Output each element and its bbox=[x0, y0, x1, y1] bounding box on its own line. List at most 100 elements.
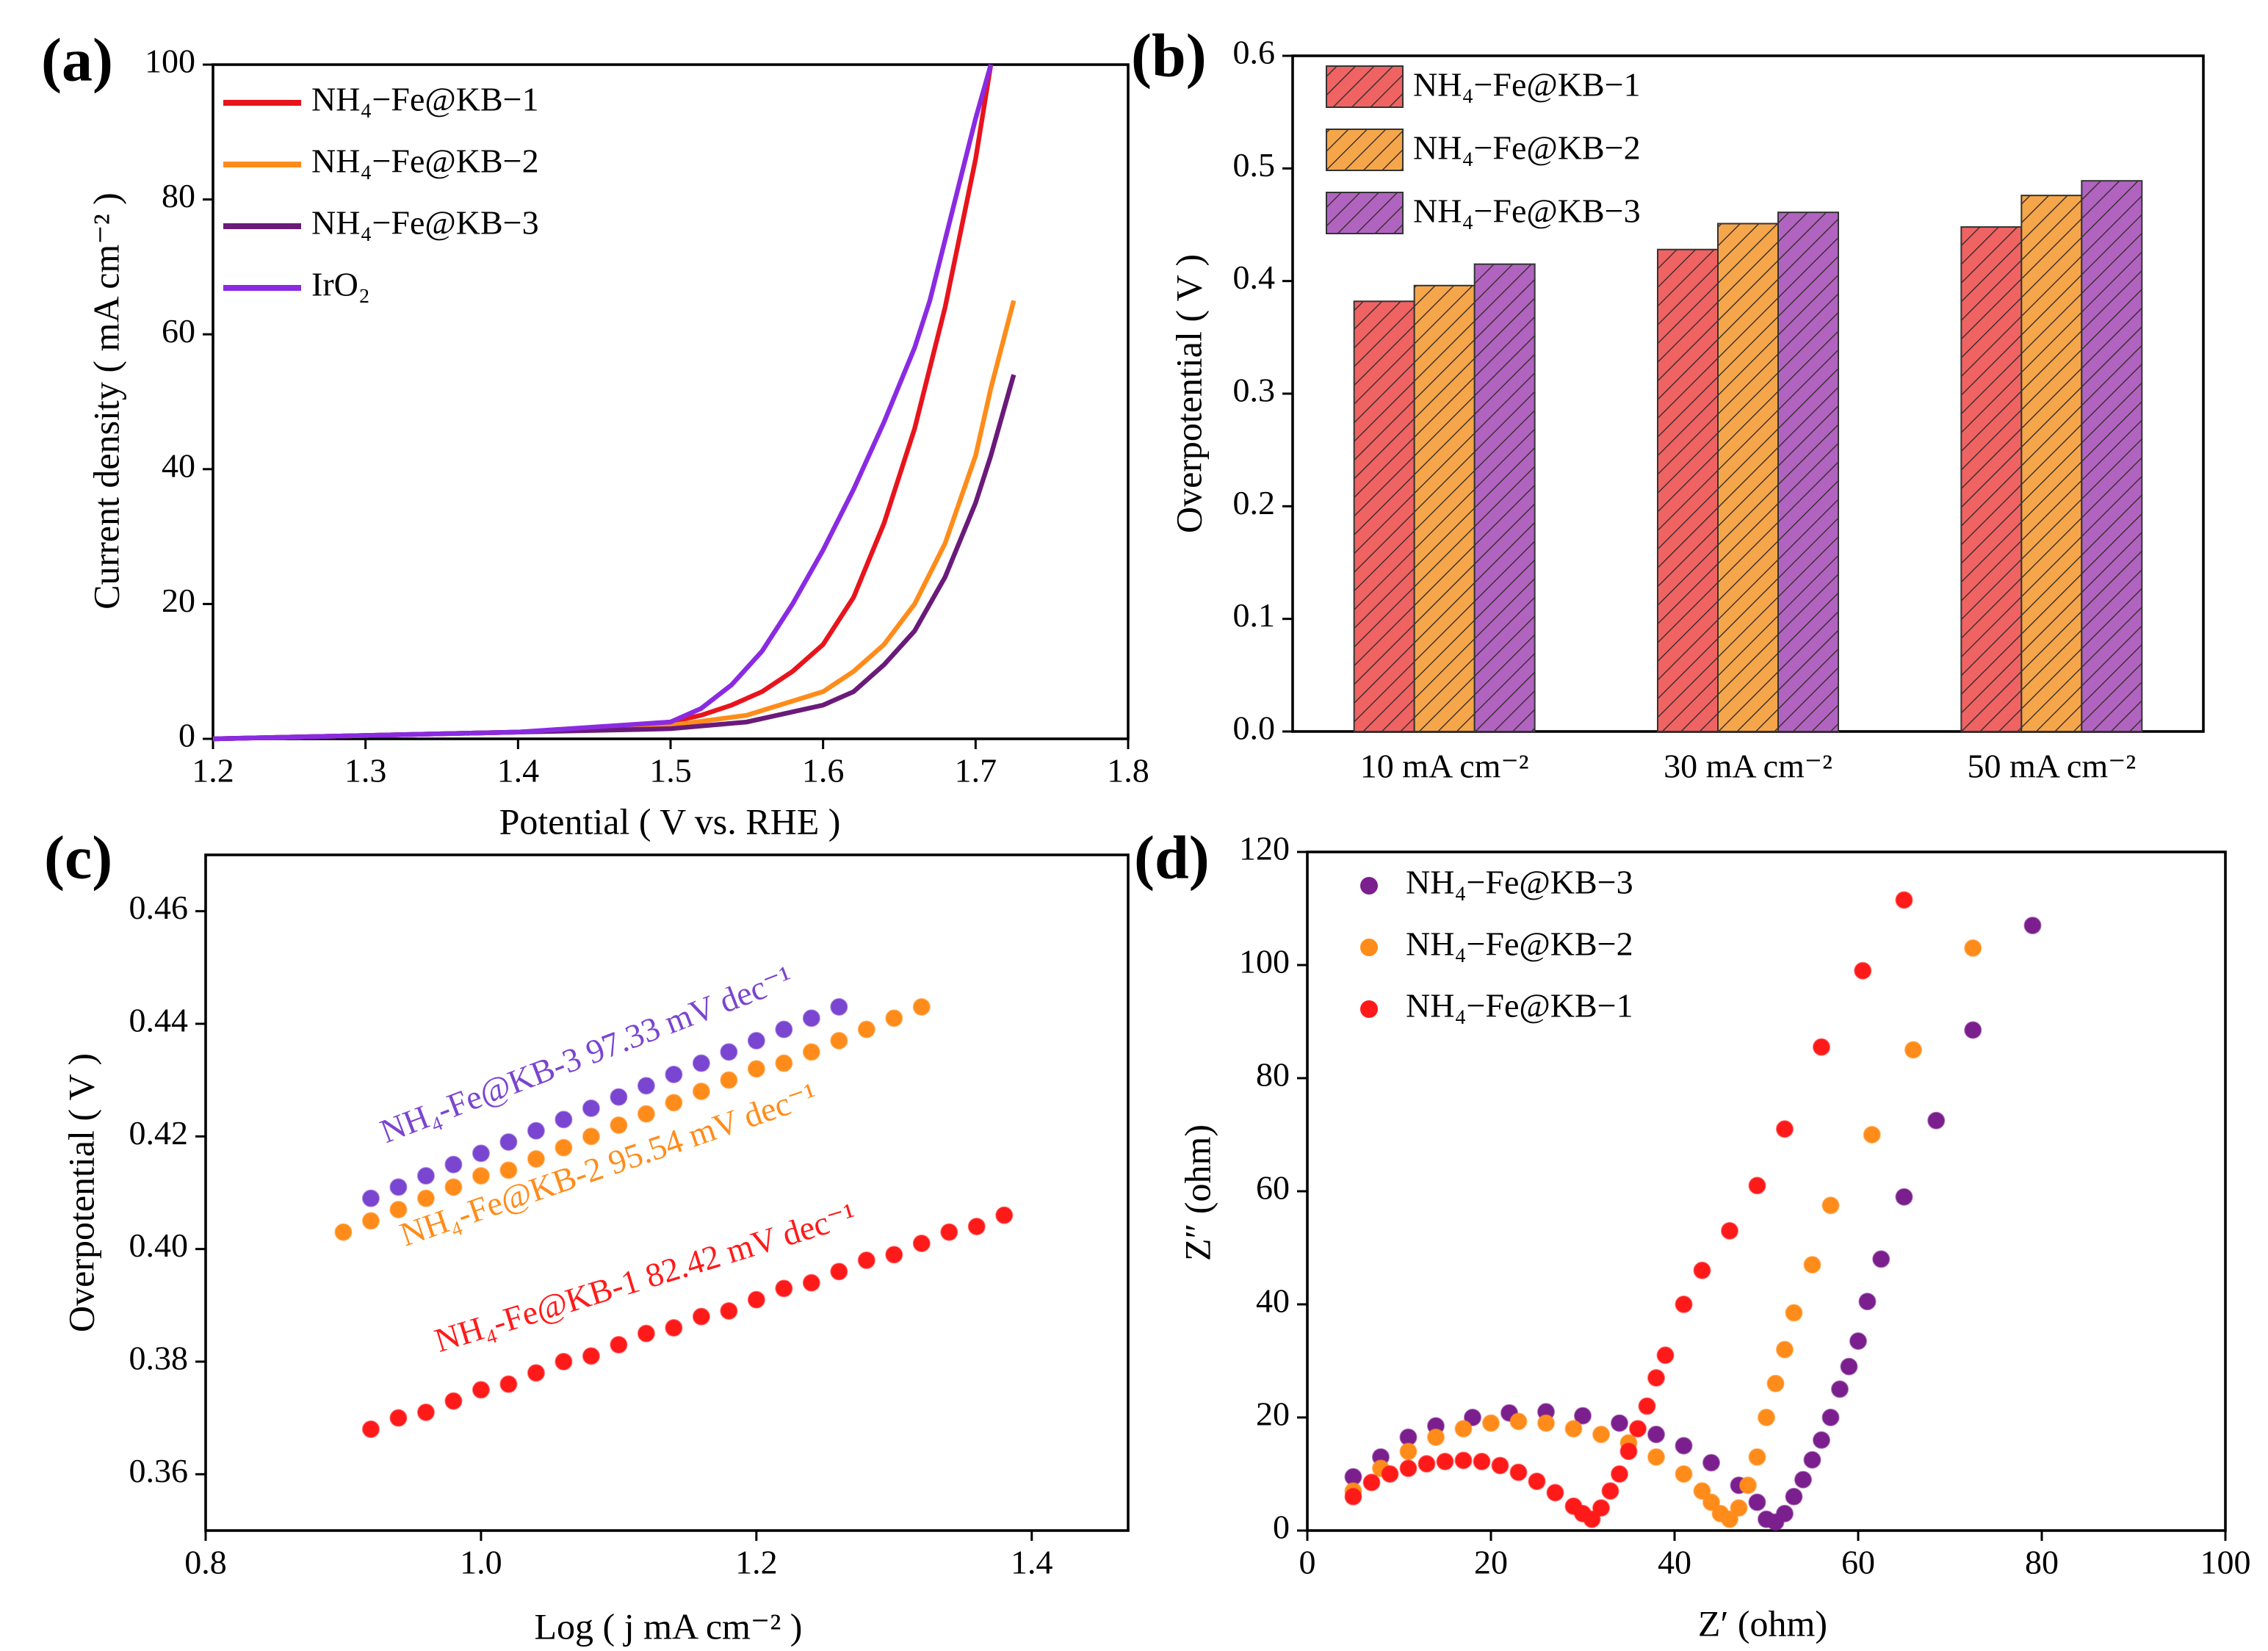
data-point bbox=[444, 1155, 463, 1174]
data-point bbox=[1813, 1038, 1830, 1056]
data-point bbox=[692, 1307, 710, 1326]
data-point bbox=[1491, 1456, 1509, 1475]
data-point bbox=[665, 1066, 683, 1083]
data-point bbox=[1399, 1459, 1418, 1478]
data-point bbox=[527, 1150, 545, 1168]
data-point bbox=[499, 1133, 518, 1151]
legend-marker bbox=[1360, 1000, 1378, 1018]
data-point bbox=[1927, 1111, 1946, 1130]
data-point bbox=[1574, 1406, 1592, 1425]
data-point bbox=[720, 1302, 738, 1320]
data-point bbox=[1647, 1369, 1665, 1387]
data-point bbox=[1858, 1293, 1877, 1311]
data-point bbox=[1509, 1463, 1528, 1481]
data-point bbox=[1675, 1437, 1693, 1455]
x-tick-label: 1.6 bbox=[802, 752, 845, 790]
y-tick-label: 0.4 bbox=[1233, 259, 1276, 296]
data-point bbox=[499, 1161, 518, 1179]
plot-frame bbox=[212, 63, 1130, 740]
data-point bbox=[555, 1110, 573, 1129]
data-point bbox=[885, 1246, 903, 1264]
data-point bbox=[1964, 939, 1982, 957]
data-point bbox=[912, 998, 931, 1016]
bar bbox=[1413, 284, 1476, 732]
data-point bbox=[830, 998, 848, 1016]
x-tick-label: 1.8 bbox=[1107, 752, 1149, 790]
data-point bbox=[582, 1127, 600, 1146]
data-point bbox=[1785, 1304, 1803, 1322]
data-point bbox=[1454, 1451, 1473, 1470]
data-point bbox=[1748, 1493, 1766, 1511]
data-point bbox=[361, 1189, 380, 1207]
data-point bbox=[582, 1347, 600, 1365]
legend-swatch bbox=[1326, 192, 1404, 234]
data-point bbox=[830, 1032, 848, 1050]
data-point bbox=[1739, 1476, 1757, 1495]
x-tick-label: 1.2 bbox=[192, 752, 234, 790]
x-tick-label: 100 bbox=[2200, 1544, 2251, 1581]
y-tick-label: 80 bbox=[1256, 1056, 1290, 1094]
y-axis-label: Overpotential ( V ) bbox=[1168, 254, 1209, 533]
data-point bbox=[555, 1353, 573, 1370]
data-point bbox=[885, 1009, 903, 1027]
data-point bbox=[1904, 1041, 1922, 1059]
line-series bbox=[212, 64, 994, 742]
data-point bbox=[1454, 1420, 1473, 1438]
data-point bbox=[1611, 1465, 1628, 1483]
bar bbox=[1353, 300, 1415, 732]
data-point bbox=[775, 1279, 793, 1298]
data-point bbox=[665, 1094, 683, 1112]
legend-swatch bbox=[1326, 129, 1404, 171]
data-point bbox=[1399, 1442, 1418, 1461]
data-point bbox=[665, 1319, 683, 1337]
data-point bbox=[389, 1178, 408, 1196]
data-point bbox=[1482, 1414, 1500, 1432]
data-point bbox=[1647, 1448, 1665, 1466]
data-point bbox=[747, 1032, 765, 1050]
y-tick-label: 20 bbox=[1256, 1395, 1290, 1433]
data-point bbox=[1964, 1021, 1982, 1039]
data-point bbox=[1776, 1120, 1794, 1138]
plot-frame bbox=[204, 853, 1130, 1532]
data-point bbox=[1537, 1414, 1555, 1432]
data-point bbox=[1849, 1332, 1867, 1351]
data-point bbox=[1748, 1177, 1766, 1195]
data-point bbox=[1872, 1250, 1890, 1268]
data-point bbox=[389, 1409, 408, 1427]
line-series bbox=[212, 300, 1016, 742]
bar bbox=[1960, 226, 2023, 733]
data-point bbox=[1629, 1420, 1647, 1438]
y-tick-label: 0 bbox=[178, 717, 195, 754]
x-tick-label: 1.4 bbox=[497, 752, 540, 790]
data-point bbox=[747, 1060, 765, 1078]
data-point bbox=[1693, 1261, 1711, 1279]
data-point bbox=[995, 1206, 1014, 1224]
line-series bbox=[212, 374, 1016, 742]
data-point bbox=[1675, 1465, 1693, 1483]
data-point bbox=[610, 1088, 628, 1106]
x-tick-label: 20 bbox=[1474, 1544, 1508, 1581]
x-tick-label: 1.7 bbox=[955, 752, 997, 790]
data-point bbox=[1647, 1426, 1665, 1444]
data-point bbox=[1821, 1409, 1840, 1426]
data-point bbox=[1619, 1442, 1638, 1461]
legend-label: IrO₂ bbox=[311, 266, 370, 303]
x-tick-label: 40 bbox=[1658, 1544, 1691, 1581]
y-tick-label: 40 bbox=[162, 447, 195, 484]
y-tick-label: 0.6 bbox=[1233, 34, 1276, 71]
data-point bbox=[1702, 1493, 1720, 1511]
data-point bbox=[1362, 1473, 1381, 1492]
x-axis-label: Z′ (ohm) bbox=[1698, 1603, 1827, 1644]
data-point bbox=[857, 1020, 875, 1038]
data-point bbox=[1785, 1487, 1803, 1506]
data-point bbox=[416, 1189, 435, 1207]
y-tick-label: 100 bbox=[1239, 943, 1290, 980]
data-point bbox=[637, 1077, 655, 1095]
data-point bbox=[802, 1043, 820, 1061]
data-point bbox=[555, 1138, 573, 1157]
y-tick-label: 80 bbox=[162, 177, 195, 214]
data-point bbox=[527, 1364, 545, 1382]
data-point bbox=[637, 1324, 655, 1343]
bar bbox=[2081, 180, 2143, 732]
